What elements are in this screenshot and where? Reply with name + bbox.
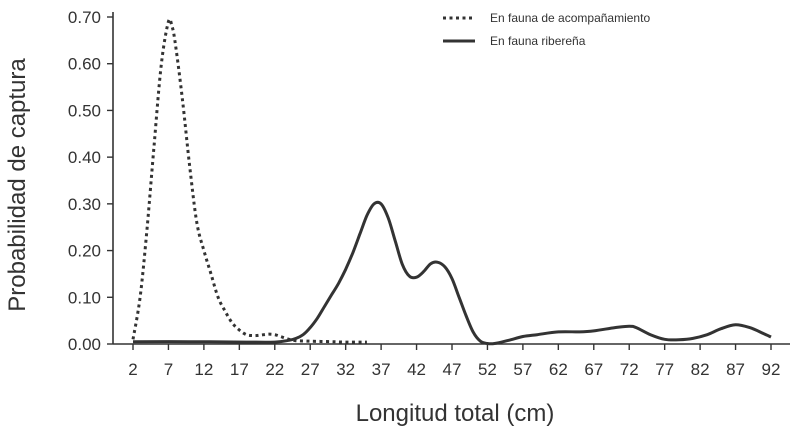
x-tick-label: 17	[230, 360, 249, 379]
legend-label: En fauna de acompañamiento	[490, 11, 650, 25]
series-layer	[131, 17, 772, 346]
x-tick-label: 22	[265, 360, 284, 379]
x-tick-label: 42	[407, 360, 426, 379]
x-tick-label: 32	[336, 360, 355, 379]
y-tick-label: 0.70	[68, 8, 101, 27]
x-tick-label: 72	[620, 360, 639, 379]
legend: En fauna de acompañamiento En fauna riber…	[443, 11, 650, 48]
y-tick-label: 0.00	[68, 335, 101, 354]
x-tick-label: 27	[301, 360, 320, 379]
x-tick-label: 7	[164, 360, 173, 379]
y-tick-label: 0.60	[68, 55, 101, 74]
x-tick-label: 37	[372, 360, 391, 379]
y-axis-title: Probabilidad de captura	[4, 58, 31, 312]
x-tick-label: 52	[478, 360, 497, 379]
y-tick-label: 0.40	[68, 148, 101, 167]
x-tick-label: 57	[513, 360, 532, 379]
x-tick-label: 47	[443, 360, 462, 379]
y-tick-label: 0.20	[68, 242, 101, 261]
x-tick-label: 62	[549, 360, 568, 379]
y-tick-label: 0.50	[68, 101, 101, 120]
axes: 0.000.100.200.300.400.500.600.702 7 12 17 22…	[68, 8, 790, 379]
legend-label: En fauna ribereña	[490, 34, 586, 48]
y-tick-label: 0.30	[68, 195, 101, 214]
y-tick-label: 0.10	[68, 288, 101, 307]
x-tick-label: 2	[128, 360, 137, 379]
x-tick-label: 87	[726, 360, 745, 379]
x-axis-title: Longitud total (cm)	[356, 400, 555, 427]
x-tick-label: 67	[584, 360, 603, 379]
x-tick-label: 82	[691, 360, 710, 379]
x-tick-label: 77	[655, 360, 674, 379]
x-tick-label: 92	[762, 360, 781, 379]
series-line-fauna-riberena	[132, 200, 772, 346]
x-tick-label: 12	[194, 360, 213, 379]
